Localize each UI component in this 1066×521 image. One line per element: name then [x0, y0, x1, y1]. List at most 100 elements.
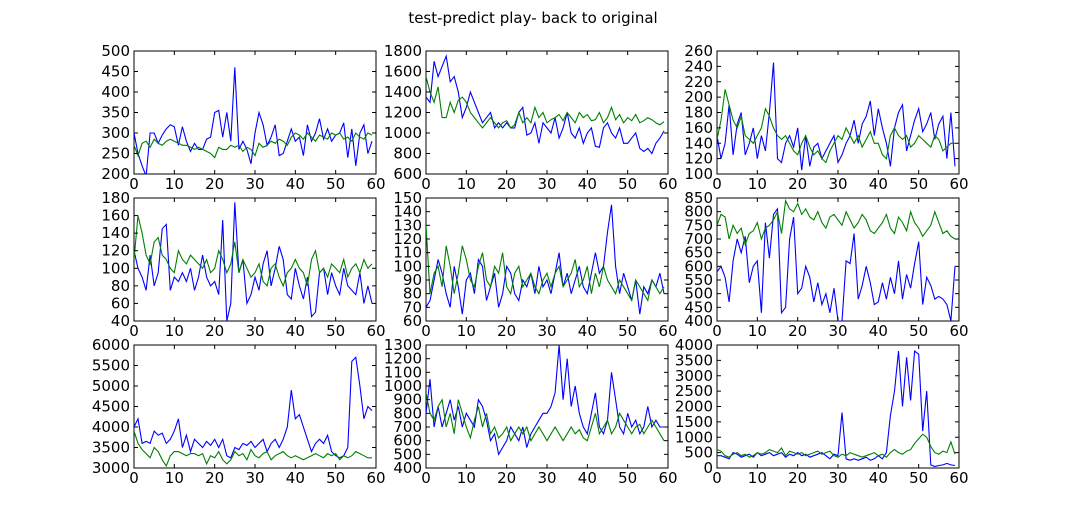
- y-tick-label: 140: [393, 203, 422, 221]
- x-tick-label: 10: [457, 175, 476, 193]
- y-tick-label: 1400: [384, 83, 422, 101]
- y-tick-label: 1200: [384, 104, 422, 122]
- y-tick-label: 500: [684, 444, 713, 462]
- x-tick-label: 40: [869, 175, 888, 193]
- x-tick-label: 20: [205, 175, 224, 193]
- subplot-6: 0 10 20 30 40 50 60 400450500550600650700750800…: [684, 189, 968, 340]
- y-tick-label: 260: [684, 42, 713, 60]
- y-tick-label: 80: [111, 277, 130, 295]
- y-tick-label: 5000: [92, 377, 130, 395]
- y-tick-label: 250: [101, 145, 130, 163]
- x-tick-label: 30: [537, 469, 556, 487]
- y-tick-label: 500: [684, 285, 713, 303]
- series-line-green: [717, 198, 956, 247]
- y-tick-label: 150: [393, 189, 422, 207]
- y-tick-label: 550: [684, 271, 713, 289]
- series-line-green: [134, 132, 373, 159]
- x-tick-label: 30: [828, 469, 847, 487]
- y-tick-label: 220: [684, 73, 713, 91]
- y-tick-label: 3000: [675, 367, 713, 385]
- x-tick-label: 60: [658, 175, 677, 193]
- series-line-blue: [426, 345, 664, 456]
- axes-frame: [425, 50, 669, 175]
- y-tick-label: 4000: [675, 336, 713, 354]
- x-tick-label: 10: [748, 175, 767, 193]
- y-tick-label: 1800: [384, 42, 422, 60]
- y-tick-label: 1000: [384, 124, 422, 142]
- y-tick-label: 140: [101, 224, 130, 242]
- axes-frame: [425, 344, 669, 469]
- y-tick-label: 450: [101, 63, 130, 81]
- y-tick-label: 3000: [92, 459, 130, 477]
- y-tick-label: 130: [393, 216, 422, 234]
- series-line-blue: [717, 207, 956, 321]
- y-tick-label: 3500: [675, 351, 713, 369]
- subplot-7: 0 10 20 30 40 50 60 3000 3500 4000 4500 5000 5500 600…: [92, 336, 386, 487]
- series-line-green: [426, 225, 665, 303]
- x-tick-label: 20: [788, 469, 807, 487]
- y-tick-label: 200: [684, 88, 713, 106]
- x-tick-label: 30: [828, 175, 847, 193]
- series-line-blue: [426, 54, 665, 155]
- y-tick-label: 750: [684, 216, 713, 234]
- x-tick-label: 40: [286, 175, 305, 193]
- y-tick-label: 500: [101, 42, 130, 60]
- x-tick-label: 0: [129, 175, 139, 193]
- y-tick-label: 800: [393, 404, 422, 422]
- x-tick-label: 60: [366, 175, 385, 193]
- y-tick-label: 80: [403, 285, 422, 303]
- axes-frame: [133, 344, 377, 469]
- series-line-green: [134, 215, 373, 288]
- y-tick-label: 800: [393, 145, 422, 163]
- x-tick-label: 0: [712, 469, 722, 487]
- series-line-green: [717, 433, 956, 458]
- x-tick-label: 40: [578, 469, 597, 487]
- axes-frame: [716, 344, 960, 469]
- y-tick-label: 120: [393, 230, 422, 248]
- x-tick-label: 10: [165, 469, 184, 487]
- y-tick-label: 1000: [384, 377, 422, 395]
- x-tick-label: 60: [658, 469, 677, 487]
- x-tick-label: 50: [326, 469, 345, 487]
- y-tick-label: 1300: [384, 336, 422, 354]
- y-tick-label: 200: [101, 165, 130, 183]
- x-tick-label: 20: [205, 469, 224, 487]
- y-tick-label: 1000: [675, 428, 713, 446]
- x-tick-label: 10: [457, 469, 476, 487]
- y-tick-label: 450: [684, 298, 713, 316]
- x-tick-label: 60: [658, 322, 677, 340]
- series-line-green: [717, 89, 955, 164]
- x-tick-label: 40: [578, 175, 597, 193]
- x-tick-label: 0: [421, 175, 431, 193]
- y-tick-label: 600: [684, 257, 713, 275]
- y-tick-label: 4000: [92, 418, 130, 436]
- x-tick-label: 50: [909, 175, 928, 193]
- subplot-9: 0 10 20 30 40 50 60050010001500200025003000350…: [675, 336, 969, 487]
- y-tick-label: 1500: [675, 413, 713, 431]
- x-tick-label: 20: [497, 469, 516, 487]
- y-tick-label: 900: [393, 391, 422, 409]
- axes-frame: [425, 197, 669, 322]
- y-tick-label: 110: [393, 244, 422, 262]
- y-tick-label: 6000: [92, 336, 130, 354]
- y-tick-label: 400: [393, 459, 422, 477]
- y-tick-label: 300: [101, 124, 130, 142]
- y-tick-label: 180: [101, 189, 130, 207]
- x-tick-label: 10: [457, 322, 476, 340]
- x-tick-label: 50: [326, 322, 345, 340]
- x-tick-label: 30: [537, 322, 556, 340]
- y-tick-label: 1100: [384, 363, 422, 381]
- x-tick-label: 20: [497, 322, 516, 340]
- series-line-blue: [134, 202, 373, 321]
- x-tick-label: 40: [869, 469, 888, 487]
- x-tick-label: 60: [949, 322, 968, 340]
- x-tick-label: 10: [748, 322, 767, 340]
- y-tick-label: 800: [684, 203, 713, 221]
- y-tick-label: 5500: [92, 357, 130, 375]
- x-tick-label: 40: [869, 322, 888, 340]
- y-tick-label: 1200: [384, 350, 422, 368]
